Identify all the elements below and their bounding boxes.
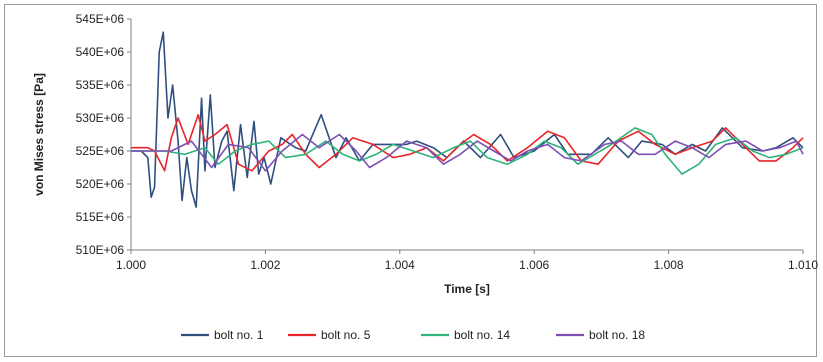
series-line-2	[131, 113, 804, 172]
legend-label-4: bolt no. 18	[589, 328, 645, 342]
y-tick-label: 510E+06	[76, 243, 125, 257]
y-tick-label: 520E+06	[76, 177, 125, 191]
x-tick-label: 1.004	[385, 258, 415, 272]
legend-label-1: bolt no. 1	[214, 328, 264, 342]
legend-label-3: bolt no. 14	[454, 328, 510, 342]
legend-label-2: bolt no. 5	[321, 328, 371, 342]
y-tick-label: 535E+06	[76, 78, 125, 92]
chart-svg: 1.000 1.002 1.004 1.006 1.008 1.010 510E+06 515…	[32, 12, 818, 342]
x-axis-title: Time [s]	[444, 282, 490, 296]
x-tick-label: 1.008	[654, 258, 684, 272]
series-line-4	[131, 133, 804, 172]
y-tick-label: 545E+06	[76, 12, 125, 26]
chart-axes: 1.000 1.002 1.004 1.006 1.008 1.010 510E+06 515…	[76, 12, 818, 272]
x-tick-label: 1.002	[250, 258, 280, 272]
x-tick-label: 1.006	[519, 258, 549, 272]
x-tick-label: 1.000	[116, 258, 146, 272]
x-tick-label: 1.010	[788, 258, 818, 272]
series-lines	[131, 31, 804, 208]
series-line-3	[131, 127, 804, 175]
y-tick-label: 530E+06	[76, 111, 125, 125]
y-tick-label: 525E+06	[76, 144, 125, 158]
y-tick-label: 540E+06	[76, 45, 125, 59]
series-line-1	[131, 31, 804, 208]
chart-legend: bolt no. 1 bolt no. 5 bolt no. 14 bolt no. …	[181, 328, 645, 342]
y-axis-title: von Mises stress [Pa]	[32, 73, 46, 196]
y-tick-label: 515E+06	[76, 210, 125, 224]
chart-figure: 1.000 1.002 1.004 1.006 1.008 1.010 510E+06 515…	[4, 4, 818, 357]
